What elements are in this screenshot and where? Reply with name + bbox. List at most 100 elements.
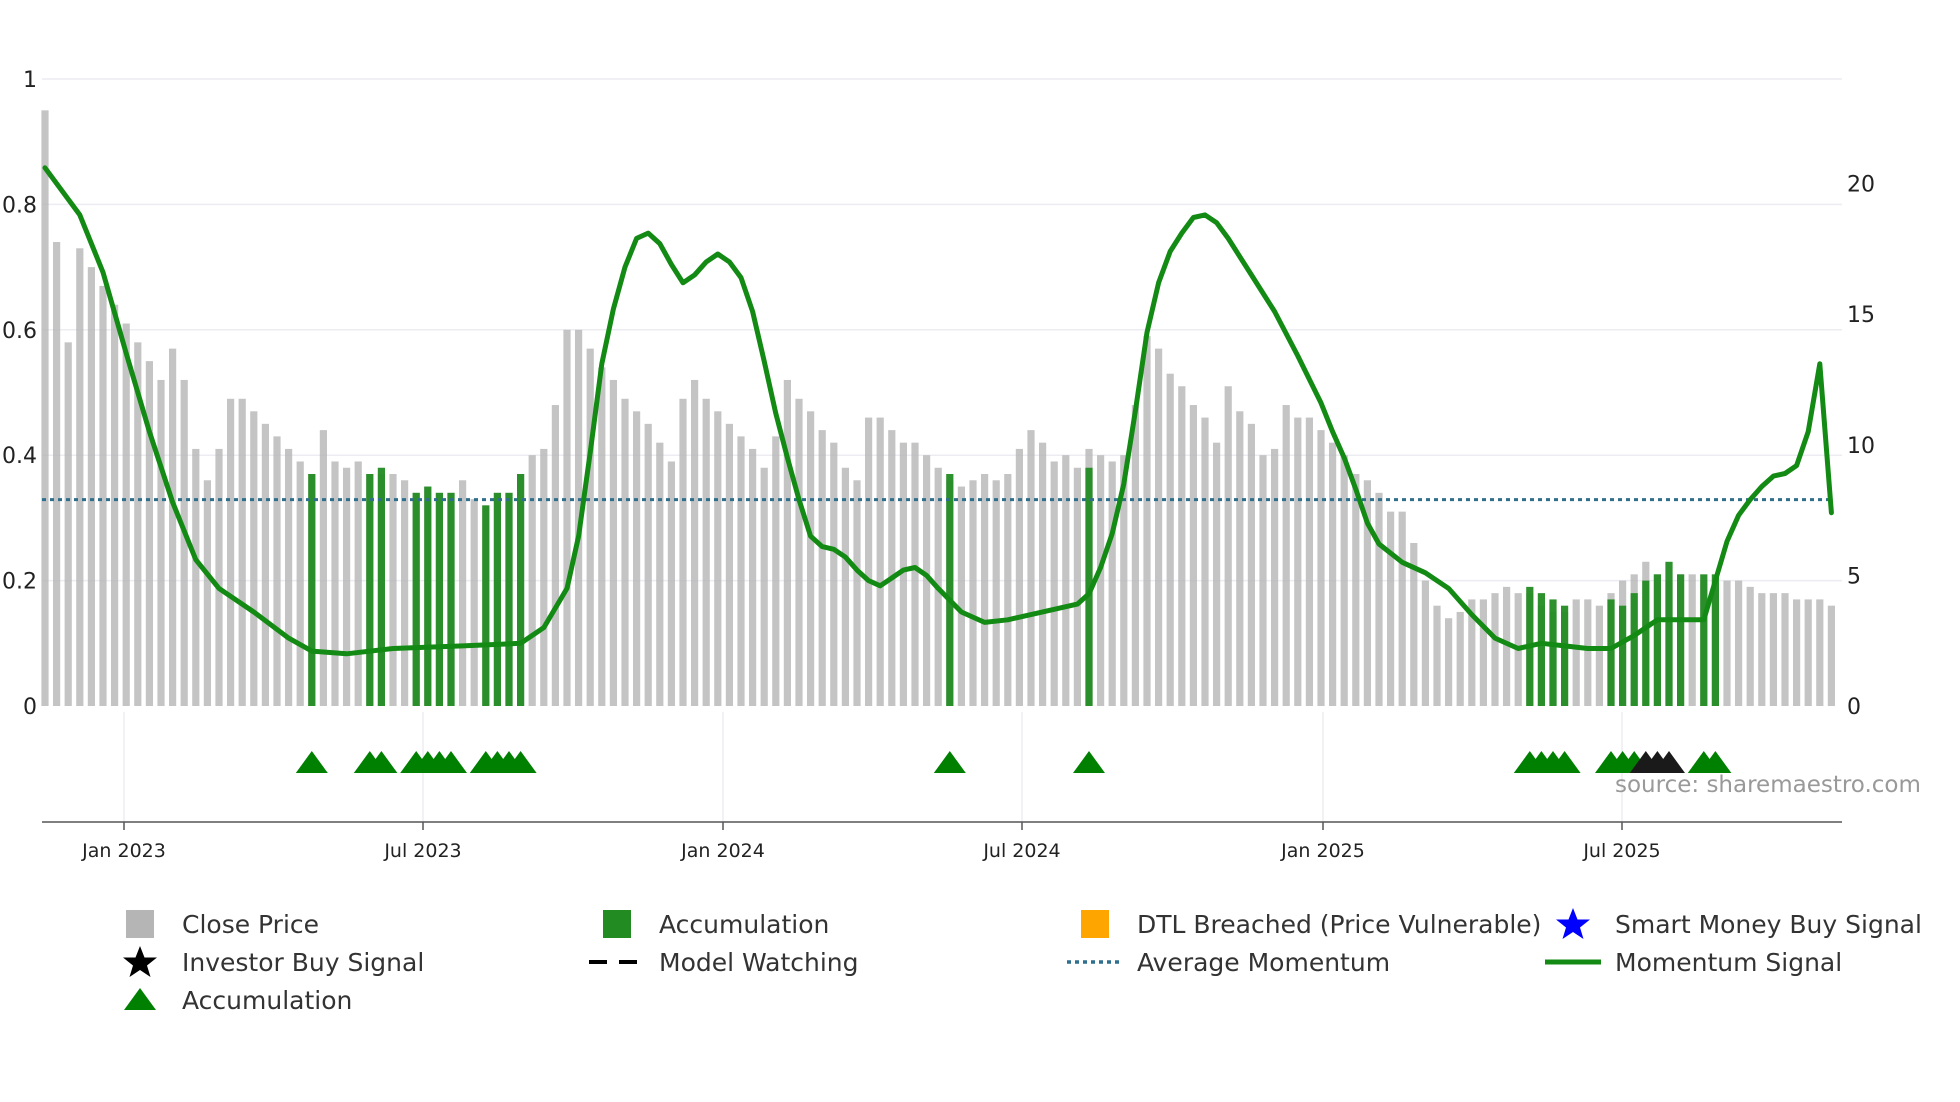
price-bar	[1572, 599, 1580, 706]
price-bar	[714, 411, 722, 706]
accumulation-bar	[1677, 574, 1685, 706]
price-bar	[111, 304, 119, 706]
price-bar	[1317, 430, 1325, 706]
price-bar	[807, 411, 815, 706]
price-bar	[1398, 511, 1406, 706]
accumulation-bar	[1549, 599, 1557, 706]
left-tick-label: 0.4	[2, 444, 37, 469]
price-bar	[888, 430, 896, 706]
price-bar	[598, 367, 606, 706]
price-bar	[1073, 467, 1081, 706]
accumulation-bar	[493, 492, 501, 706]
right-tick-label: 15	[1847, 303, 1875, 328]
price-bar	[969, 480, 977, 706]
price-bar	[203, 480, 211, 706]
price-bar	[749, 448, 757, 706]
price-bar	[296, 461, 304, 706]
price-bar	[1247, 423, 1255, 706]
price-bar	[876, 417, 884, 706]
x-tick-label: Jan 2023	[81, 840, 166, 862]
price-bar	[319, 430, 327, 706]
accumulation-bar	[1630, 593, 1638, 706]
price-bar	[609, 379, 617, 706]
accumulation-bar	[1561, 605, 1569, 706]
right-tick-label: 10	[1847, 434, 1875, 459]
price-bar	[633, 411, 641, 706]
price-bar	[1120, 455, 1128, 706]
accumulation-marker	[1073, 751, 1105, 773]
price-bar	[1015, 448, 1023, 706]
price-bar	[99, 285, 107, 706]
accumulation-bars	[308, 467, 1719, 706]
price-bar	[1224, 386, 1232, 706]
price-bar	[644, 423, 652, 706]
left-tick-label: 0	[23, 695, 37, 720]
price-bar	[261, 423, 269, 706]
price-bar	[795, 398, 803, 706]
accumulation-bar	[308, 474, 316, 706]
price-bar	[401, 480, 409, 706]
x-tick-label: Jul 2025	[1582, 840, 1660, 862]
price-bar	[1027, 430, 1035, 706]
price-bar	[783, 379, 791, 706]
x-tick-label: Jan 2025	[1280, 840, 1365, 862]
price-bar	[1758, 593, 1766, 706]
price-bar	[389, 474, 397, 706]
right-tick-label: 5	[1847, 564, 1861, 589]
price-bar	[737, 436, 745, 706]
price-bar	[122, 323, 130, 706]
accumulation-marker	[295, 751, 328, 773]
price-bar	[621, 398, 629, 706]
price-bar	[1387, 511, 1395, 706]
price-bar	[1352, 474, 1360, 706]
price-bar	[1271, 448, 1279, 706]
left-tick-label: 0.8	[2, 193, 37, 218]
price-bar	[1201, 417, 1209, 706]
price-bar	[331, 461, 339, 706]
x-tick-label: Jul 2023	[383, 840, 461, 862]
accumulation-bar	[505, 492, 513, 706]
accumulation-bar	[1607, 599, 1615, 706]
source-label: source: sharemaestro.com	[1615, 772, 1921, 798]
price-bar	[87, 267, 95, 706]
price-bar	[1329, 442, 1337, 706]
accumulation-marker	[365, 751, 398, 773]
price-bar	[992, 480, 1000, 706]
price-bar	[586, 348, 594, 706]
price-bar	[1804, 599, 1812, 706]
price-bar	[818, 430, 826, 706]
price-bar	[911, 442, 919, 706]
price-bar	[180, 379, 188, 706]
price-bar	[957, 486, 965, 706]
left-tick-label: 0.6	[2, 319, 37, 344]
price-bar	[1421, 580, 1429, 706]
price-bar	[1445, 618, 1453, 706]
price-bar	[575, 329, 583, 706]
price-bar	[981, 474, 989, 706]
price-bar	[273, 436, 281, 706]
price-bar	[667, 461, 675, 706]
price-bar	[76, 248, 84, 707]
price-bar	[1062, 455, 1070, 706]
price-bar	[1213, 442, 1221, 706]
price-bar	[1746, 586, 1754, 706]
price-bar	[169, 348, 177, 706]
price-bar	[41, 110, 49, 707]
price-bar	[1468, 599, 1476, 706]
price-bar	[157, 379, 165, 706]
accumulation-bar	[1665, 561, 1673, 706]
price-bar	[1769, 593, 1777, 706]
signal-markers	[295, 751, 1732, 773]
price-bar	[563, 329, 571, 706]
price-bar	[1004, 474, 1012, 706]
momentum-signal-line	[42, 165, 1834, 657]
price-bar	[238, 398, 246, 706]
price-bar	[865, 417, 873, 706]
price-bar	[1189, 405, 1197, 706]
price-bar	[215, 448, 223, 706]
price-bar	[250, 411, 258, 706]
price-bar	[1155, 348, 1163, 706]
price-bar	[1479, 599, 1487, 706]
price-bar	[1595, 605, 1603, 706]
